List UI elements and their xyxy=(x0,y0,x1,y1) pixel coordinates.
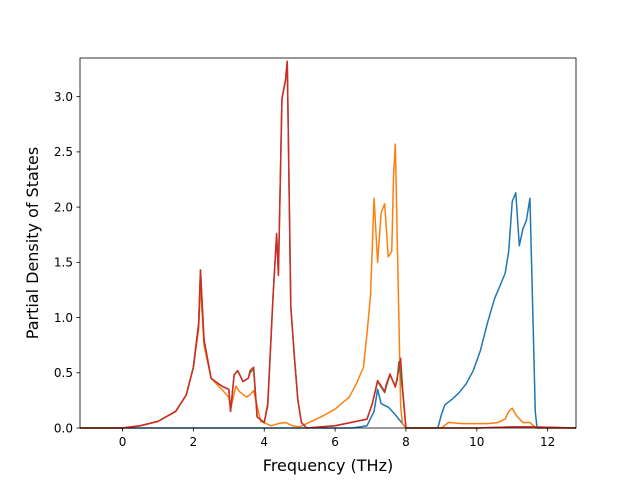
series-layer xyxy=(80,60,577,429)
x-tick-label: 6 xyxy=(331,435,339,449)
y-tick-label: 1.0 xyxy=(54,311,73,325)
x-tick-label: 2 xyxy=(190,435,198,449)
y-axis-title: Partial Density of States xyxy=(23,147,42,339)
y-tick-label: 0.5 xyxy=(54,366,73,380)
x-tick-label: 10 xyxy=(469,435,484,449)
x-axis-title: Frequency (THz) xyxy=(263,456,393,475)
y-tick-label: 2.5 xyxy=(54,145,73,159)
y-tick-label: 0.0 xyxy=(54,421,73,435)
series-line-4 xyxy=(80,60,577,429)
x-axis: 0 2 4 6 8 10 12 xyxy=(119,428,555,449)
series-line-1 xyxy=(80,192,576,429)
y-tick-label: 2.0 xyxy=(54,200,73,214)
x-tick-label: 4 xyxy=(260,435,268,449)
x-tick-label: 0 xyxy=(119,435,127,449)
plot-frame xyxy=(79,57,577,429)
x-tick-label: 12 xyxy=(540,435,555,449)
y-axis: 0.0 0.5 1.0 1.5 2.0 2.5 3.0 xyxy=(54,90,80,435)
y-tick-label: 3.0 xyxy=(54,90,73,104)
x-tick-label: 8 xyxy=(402,435,410,449)
y-tick-label: 1.5 xyxy=(54,256,73,270)
